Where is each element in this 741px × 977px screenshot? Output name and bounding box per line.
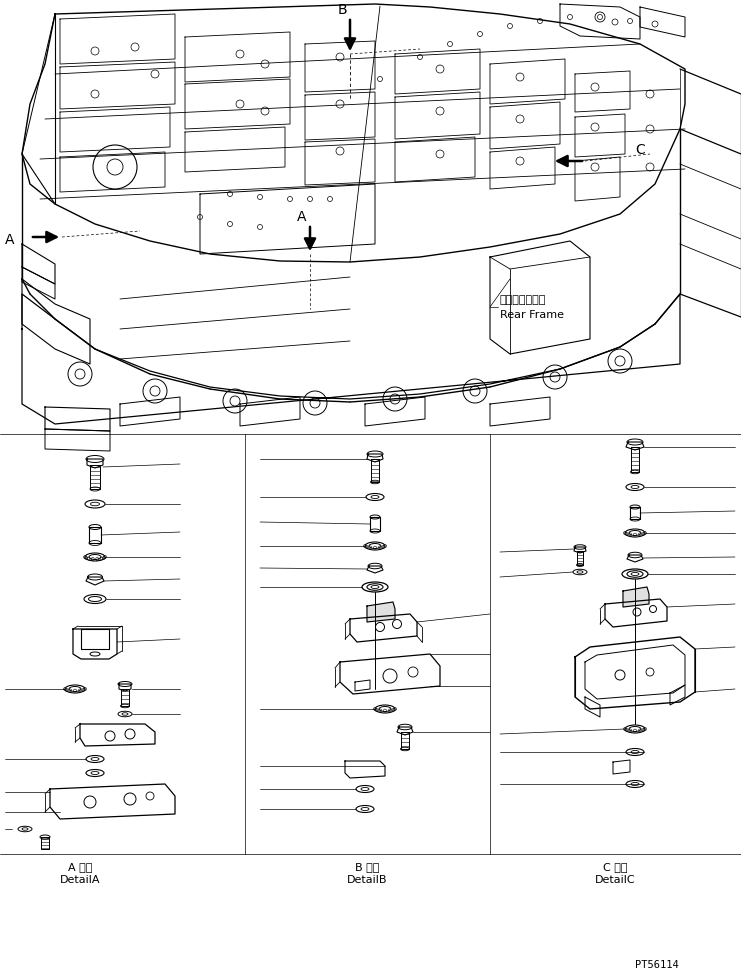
Text: B 詳細: B 詳細 bbox=[355, 861, 379, 871]
Text: Rear Frame: Rear Frame bbox=[500, 310, 564, 319]
Text: C: C bbox=[635, 143, 645, 157]
Text: DetailB: DetailB bbox=[347, 874, 388, 884]
Text: A: A bbox=[297, 210, 307, 224]
Text: PT56114: PT56114 bbox=[635, 959, 679, 969]
Text: DetailA: DetailA bbox=[60, 874, 100, 884]
Text: DetailC: DetailC bbox=[595, 874, 635, 884]
Polygon shape bbox=[623, 587, 649, 608]
Text: リヤーフレーム: リヤーフレーム bbox=[500, 295, 546, 305]
Text: A: A bbox=[5, 233, 15, 247]
Text: B: B bbox=[337, 3, 347, 17]
Polygon shape bbox=[367, 603, 395, 622]
Text: C 詳細: C 詳細 bbox=[602, 861, 627, 871]
Text: A 詳細: A 詳細 bbox=[68, 861, 92, 871]
